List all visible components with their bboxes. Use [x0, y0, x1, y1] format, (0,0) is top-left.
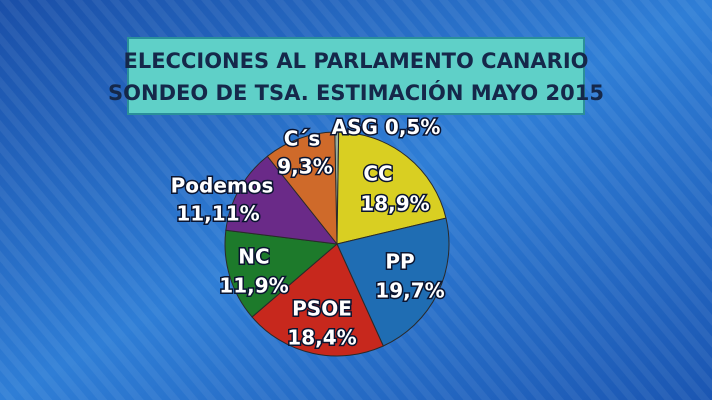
title-box — [127, 37, 585, 115]
pie-slice — [266, 131, 338, 246]
slice-name: ASG — [332, 115, 378, 139]
slice-value-label: 0,5% — [385, 115, 440, 139]
slice-name: PSOE — [292, 297, 352, 321]
slice-name: CC — [363, 162, 392, 186]
slice-value-label: 11,9% — [219, 274, 288, 298]
pie-slice — [225, 155, 339, 245]
labels: ASG 0,5% CC 18,9% PP 19,7% PSOE 18,4% NC 11,9% Po… — [169, 113, 446, 351]
slice-name: C´s — [284, 127, 321, 151]
pie-slice — [336, 217, 450, 347]
pie — [224, 131, 450, 357]
slice-name: NC — [238, 245, 269, 269]
slice-name: Podemos — [171, 174, 274, 198]
pie-slice — [336, 131, 447, 245]
slice-name: PP — [385, 250, 414, 274]
pie-slice — [224, 229, 339, 318]
chart-subtitle: SONDEO DE TSA. ESTIMACIÓN MAYO 2015 — [108, 80, 604, 105]
slice-label: ASG 0,5% — [332, 115, 441, 139]
slice-value-label: 19,7% — [375, 279, 444, 303]
slice-value-label: 9,3% — [277, 155, 332, 179]
slice-value-label: 18,4% — [287, 326, 356, 350]
chart-title: ELECCIONES AL PARLAMENTO CANARIO — [123, 49, 588, 73]
slice-value-label: 18,9% — [360, 192, 429, 216]
slice-value-label: 11,11% — [176, 202, 259, 226]
pie-slice — [251, 243, 384, 357]
